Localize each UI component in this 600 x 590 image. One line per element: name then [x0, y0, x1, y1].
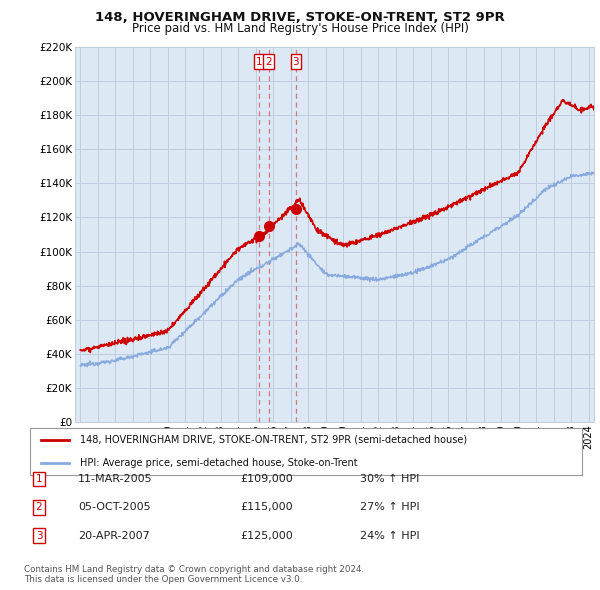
Text: 05-OCT-2005: 05-OCT-2005	[78, 503, 151, 512]
Text: £115,000: £115,000	[240, 503, 293, 512]
Text: 20-APR-2007: 20-APR-2007	[78, 531, 150, 540]
Text: 11-MAR-2005: 11-MAR-2005	[78, 474, 152, 484]
Text: 1: 1	[35, 474, 43, 484]
Text: £109,000: £109,000	[240, 474, 293, 484]
Text: 1: 1	[256, 57, 262, 67]
Text: Contains HM Land Registry data © Crown copyright and database right 2024.
This d: Contains HM Land Registry data © Crown c…	[24, 565, 364, 584]
Text: 2: 2	[265, 57, 272, 67]
Text: HPI: Average price, semi-detached house, Stoke-on-Trent: HPI: Average price, semi-detached house,…	[80, 458, 358, 468]
Text: £125,000: £125,000	[240, 531, 293, 540]
Text: 24% ↑ HPI: 24% ↑ HPI	[360, 531, 419, 540]
Text: 3: 3	[35, 531, 43, 540]
Text: 30% ↑ HPI: 30% ↑ HPI	[360, 474, 419, 484]
Text: Price paid vs. HM Land Registry's House Price Index (HPI): Price paid vs. HM Land Registry's House …	[131, 22, 469, 35]
Text: 3: 3	[293, 57, 299, 67]
Text: 2: 2	[35, 503, 43, 512]
Text: 27% ↑ HPI: 27% ↑ HPI	[360, 503, 419, 512]
Text: 148, HOVERINGHAM DRIVE, STOKE-ON-TRENT, ST2 9PR: 148, HOVERINGHAM DRIVE, STOKE-ON-TRENT, …	[95, 11, 505, 24]
Text: 148, HOVERINGHAM DRIVE, STOKE-ON-TRENT, ST2 9PR (semi-detached house): 148, HOVERINGHAM DRIVE, STOKE-ON-TRENT, …	[80, 435, 467, 444]
